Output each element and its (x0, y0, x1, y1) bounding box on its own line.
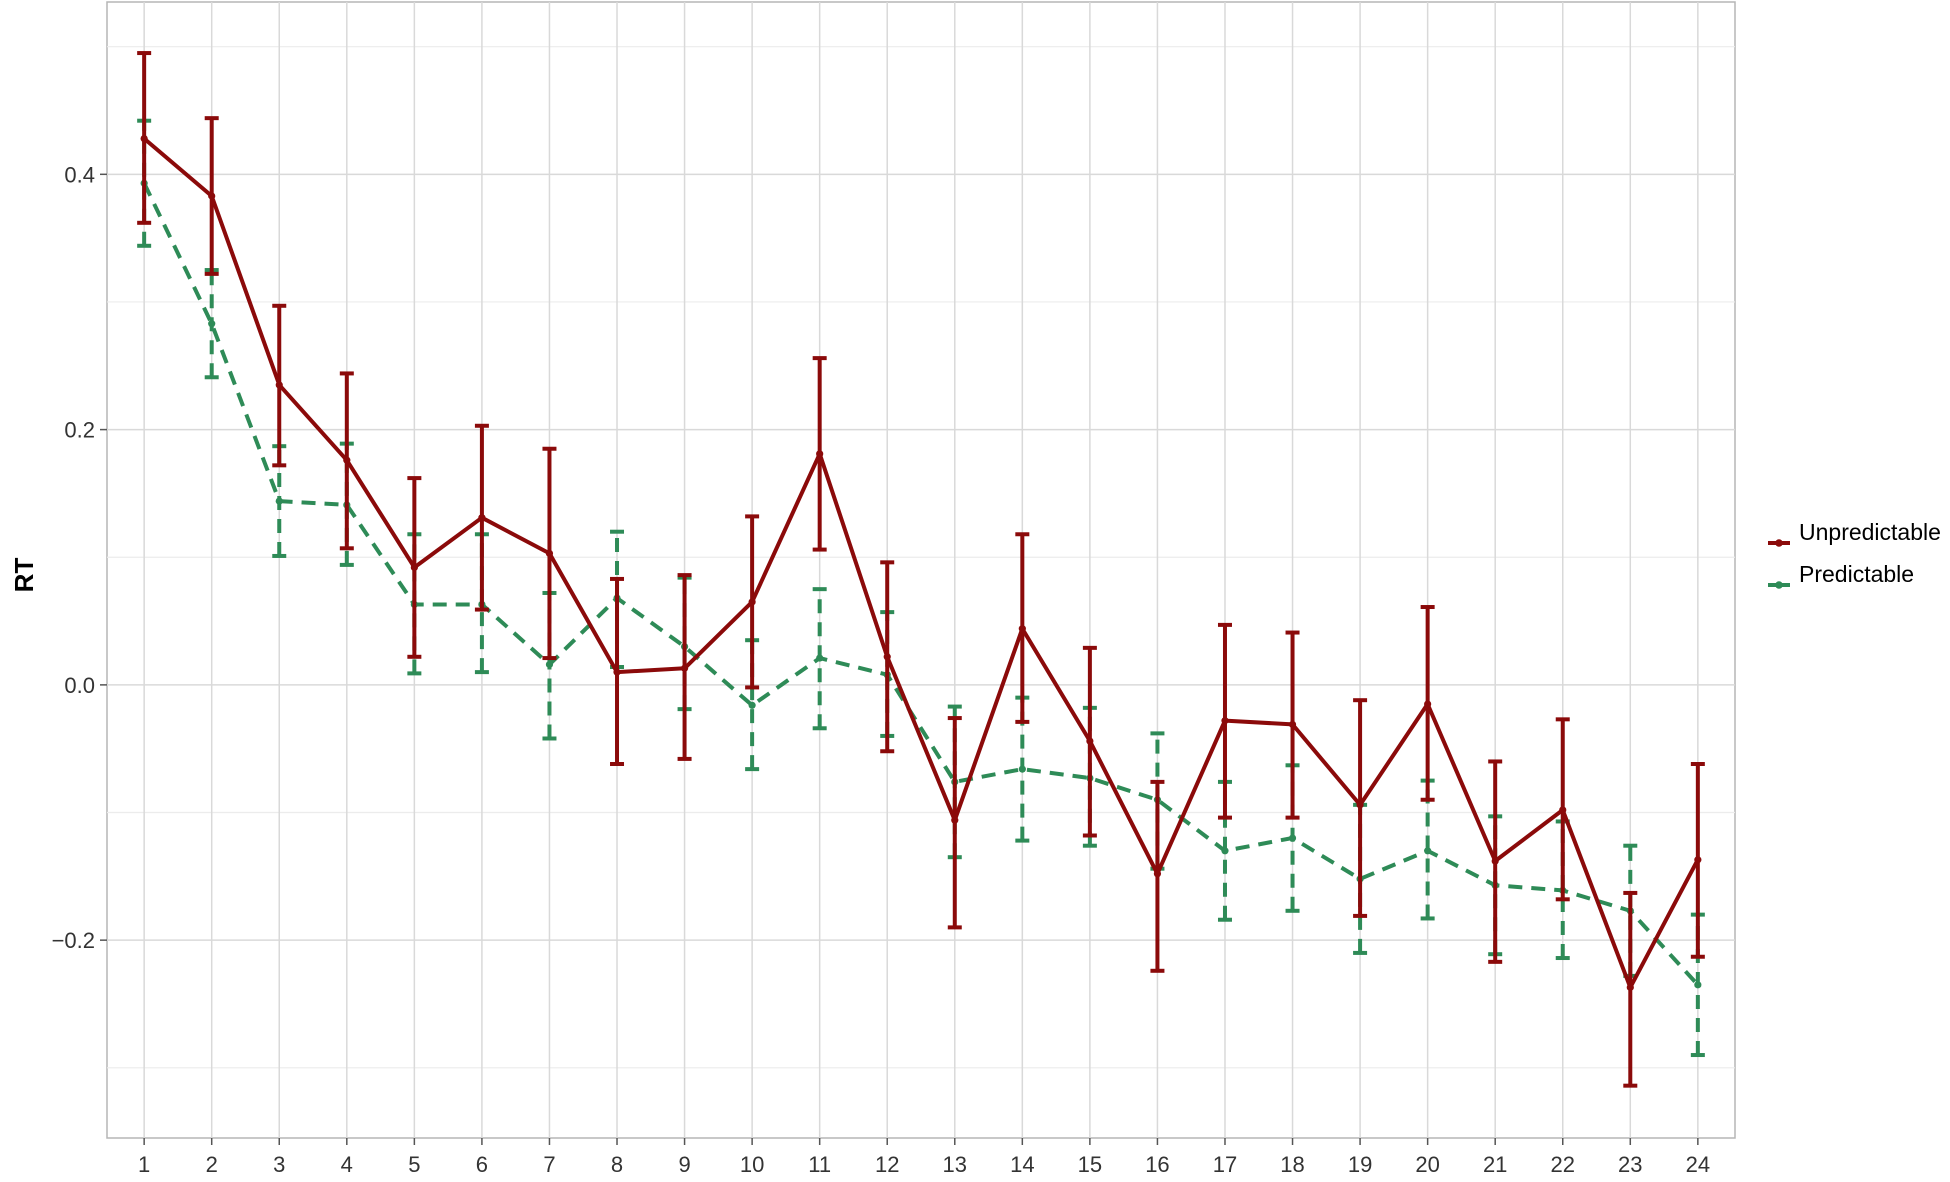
y-axis-ticks: 0.4 0.2 0.0 −0.2 (52, 162, 107, 953)
y-tick-label: 0.2 (64, 418, 95, 443)
x-tick-label: 24 (1686, 1152, 1710, 1177)
plot-panel (106, 1, 1736, 1139)
data-point (748, 701, 756, 709)
y-tick-label: −0.2 (52, 928, 95, 953)
data-point (680, 664, 689, 672)
data-point (1694, 981, 1702, 989)
y-tick-label: 0.4 (64, 162, 95, 187)
x-tick-label: 8 (611, 1152, 623, 1177)
series-layer (137, 51, 1705, 1088)
x-tick-label: 9 (678, 1152, 690, 1177)
x-tick-label: 3 (273, 1152, 285, 1177)
legend-label: Unpredictable (1799, 519, 1941, 545)
minor-gridlines (107, 46, 1735, 1069)
x-tick-label: 12 (875, 1152, 899, 1177)
series-line (142, 182, 1700, 987)
data-point (478, 514, 486, 522)
x-tick-label: 20 (1415, 1152, 1439, 1177)
data-point (275, 497, 283, 505)
data-point (816, 654, 824, 662)
y-tick-label: 0.0 (64, 673, 95, 698)
data-point (1424, 847, 1432, 855)
legend: Unpredictable Predictable (1768, 519, 1941, 589)
x-tick-label: 1 (138, 1152, 150, 1177)
x-tick-label: 13 (943, 1152, 967, 1177)
x-tick-label: 11 (808, 1152, 831, 1177)
data-point (1086, 737, 1094, 745)
x-tick-label: 16 (1145, 1152, 1169, 1177)
data-point (1694, 856, 1702, 864)
legend-label: Predictable (1799, 561, 1914, 587)
x-tick-label: 17 (1213, 1152, 1237, 1177)
data-point (545, 549, 554, 558)
data-point (613, 668, 621, 676)
data-point (343, 456, 351, 464)
data-point (1424, 700, 1432, 708)
data-point (1288, 720, 1297, 729)
data-point (410, 563, 418, 572)
data-point (545, 660, 554, 669)
data-point (1356, 801, 1364, 809)
data-point (1491, 857, 1499, 865)
x-tick-label: 21 (1483, 1152, 1507, 1177)
x-tick-label: 5 (408, 1152, 420, 1177)
data-point (1626, 983, 1634, 991)
x-tick-label: 19 (1348, 1152, 1372, 1177)
y-axis-title: RT (9, 558, 39, 593)
data-point (748, 598, 756, 606)
x-tick-label: 10 (740, 1152, 764, 1177)
data-point (1018, 765, 1026, 773)
data-point (208, 192, 216, 200)
legend-key-point (1775, 581, 1783, 589)
data-point (1288, 834, 1297, 842)
data-point (140, 134, 148, 143)
x-tick-label: 4 (341, 1152, 353, 1177)
data-point (1018, 625, 1026, 633)
data-point (951, 816, 959, 824)
x-tick-label: 18 (1280, 1152, 1304, 1177)
x-tick-label: 22 (1551, 1152, 1575, 1177)
x-tick-label: 23 (1618, 1152, 1642, 1177)
x-tick-label: 2 (206, 1152, 218, 1177)
x-tick-label: 15 (1078, 1152, 1102, 1177)
data-point (1221, 717, 1229, 725)
data-point (1221, 847, 1229, 855)
legend-key-point (1775, 539, 1783, 547)
data-point (1559, 806, 1567, 814)
data-point (275, 381, 283, 389)
series-unpredictable (137, 51, 1705, 1088)
x-tick-label: 6 (476, 1152, 488, 1177)
data-point (816, 450, 824, 458)
data-point (208, 320, 216, 328)
x-tick-label: 7 (543, 1152, 555, 1177)
data-point (1153, 870, 1162, 878)
x-axis-ticks: 1 2 3 4 5 6 7 8 9 10 11 12 13 14 15 16 17 18 19 20 21 22 23 24 (138, 1138, 1710, 1177)
data-point (883, 653, 891, 661)
series-line (142, 137, 1700, 990)
x-tick-label: 14 (1010, 1152, 1034, 1177)
